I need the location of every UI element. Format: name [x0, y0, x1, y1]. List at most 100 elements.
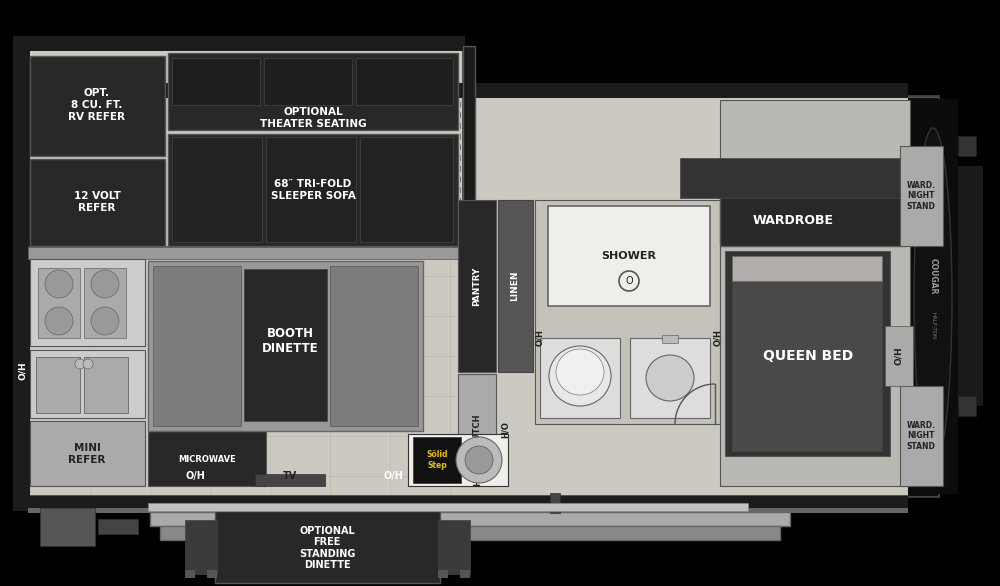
Bar	[900, 146, 943, 246]
Bar	[13, 36, 30, 251]
Circle shape	[45, 307, 73, 335]
Bar	[460, 570, 470, 578]
Bar	[30, 421, 145, 486]
Bar	[360, 137, 453, 242]
Bar	[13, 46, 30, 511]
Bar	[330, 266, 418, 426]
Bar	[548, 206, 710, 306]
Text: HUTCH: HUTCH	[473, 414, 482, 447]
Bar	[28, 83, 908, 98]
Bar	[725, 251, 890, 456]
Bar	[438, 520, 470, 574]
Text: O/H: O/H	[714, 329, 722, 346]
Bar	[28, 496, 908, 511]
Text: O/H: O/H	[185, 471, 205, 481]
Text: H/O: H/O	[501, 421, 510, 438]
Text: O/H: O/H	[894, 347, 902, 365]
Bar	[908, 98, 938, 496]
Text: O: O	[625, 276, 633, 286]
Text: 68″ TRI-FOLD
SLEEPER SOFA: 68″ TRI-FOLD SLEEPER SOFA	[271, 179, 355, 201]
Bar	[356, 58, 453, 105]
Bar	[30, 259, 145, 346]
Circle shape	[465, 446, 493, 474]
Bar	[408, 434, 508, 486]
Bar	[150, 512, 790, 526]
Bar	[720, 186, 905, 246]
Text: MICROWAVE: MICROWAVE	[178, 455, 236, 464]
Text: MINI
REFER: MINI REFER	[68, 443, 106, 465]
Text: TV: TV	[283, 471, 297, 481]
Text: O/H: O/H	[18, 362, 26, 380]
Ellipse shape	[914, 128, 952, 468]
Bar	[958, 136, 976, 156]
Bar	[732, 256, 882, 451]
Bar	[40, 508, 95, 546]
Bar	[185, 520, 217, 574]
Bar	[207, 570, 217, 578]
Bar	[148, 261, 423, 431]
Bar	[28, 96, 938, 496]
Text: Sölid
Step: Sölid Step	[426, 450, 448, 470]
Bar	[630, 338, 710, 418]
Text: WARD.
NIGHT
STAND: WARD. NIGHT STAND	[906, 421, 936, 451]
Ellipse shape	[549, 346, 611, 406]
Bar	[148, 431, 266, 486]
Circle shape	[45, 270, 73, 298]
Bar	[38, 268, 80, 338]
Bar	[168, 134, 458, 246]
Bar	[185, 570, 195, 578]
Bar	[266, 137, 356, 242]
Text: SHOWER: SHOWER	[602, 251, 656, 261]
Text: QUEEN BED: QUEEN BED	[763, 349, 853, 363]
Text: OPTIONAL
THEATER SEATING: OPTIONAL THEATER SEATING	[260, 107, 366, 129]
Bar	[84, 357, 128, 413]
Bar	[438, 570, 448, 578]
Bar	[160, 526, 780, 540]
Bar	[885, 326, 913, 386]
Bar	[900, 386, 943, 486]
Text: HALF-TON: HALF-TON	[930, 312, 936, 339]
Text: PANTRY: PANTRY	[473, 266, 482, 306]
Circle shape	[83, 359, 93, 369]
Circle shape	[91, 307, 119, 335]
Bar	[172, 58, 260, 105]
Text: OPTIONAL
FREE
STANDING
DINETTE: OPTIONAL FREE STANDING DINETTE	[299, 526, 355, 570]
Text: COUGAR: COUGAR	[928, 258, 938, 294]
Bar	[28, 247, 468, 259]
Text: WARDROBE: WARDROBE	[753, 213, 834, 227]
Bar	[28, 246, 466, 258]
Bar	[458, 374, 496, 486]
Bar	[148, 503, 748, 511]
Bar	[458, 200, 496, 372]
Text: O/H: O/H	[536, 329, 544, 346]
Bar	[662, 335, 678, 343]
Text: OPT.
8 CU. FT.
RV REFER: OPT. 8 CU. FT. RV REFER	[68, 88, 126, 122]
Bar	[908, 99, 958, 494]
Circle shape	[91, 270, 119, 298]
Bar	[153, 266, 241, 426]
Bar	[84, 268, 126, 338]
Bar	[28, 46, 463, 251]
Bar	[680, 158, 905, 198]
Bar	[720, 100, 910, 486]
Text: WARD.
NIGHT
STAND: WARD. NIGHT STAND	[906, 181, 936, 211]
Bar	[98, 519, 138, 534]
Bar	[413, 437, 461, 483]
Bar	[255, 474, 325, 486]
Bar	[172, 137, 262, 242]
Bar	[498, 200, 533, 372]
Bar	[215, 511, 440, 583]
Bar	[264, 58, 352, 105]
Bar	[30, 350, 145, 418]
Bar	[28, 508, 908, 513]
Bar	[30, 56, 165, 156]
Text: LINEN: LINEN	[511, 271, 520, 301]
Ellipse shape	[556, 349, 604, 395]
Ellipse shape	[646, 355, 694, 401]
Bar	[168, 53, 458, 130]
Bar	[28, 36, 465, 51]
Bar	[550, 493, 560, 513]
Bar	[36, 357, 80, 413]
Bar	[535, 200, 720, 424]
Bar	[540, 338, 620, 418]
